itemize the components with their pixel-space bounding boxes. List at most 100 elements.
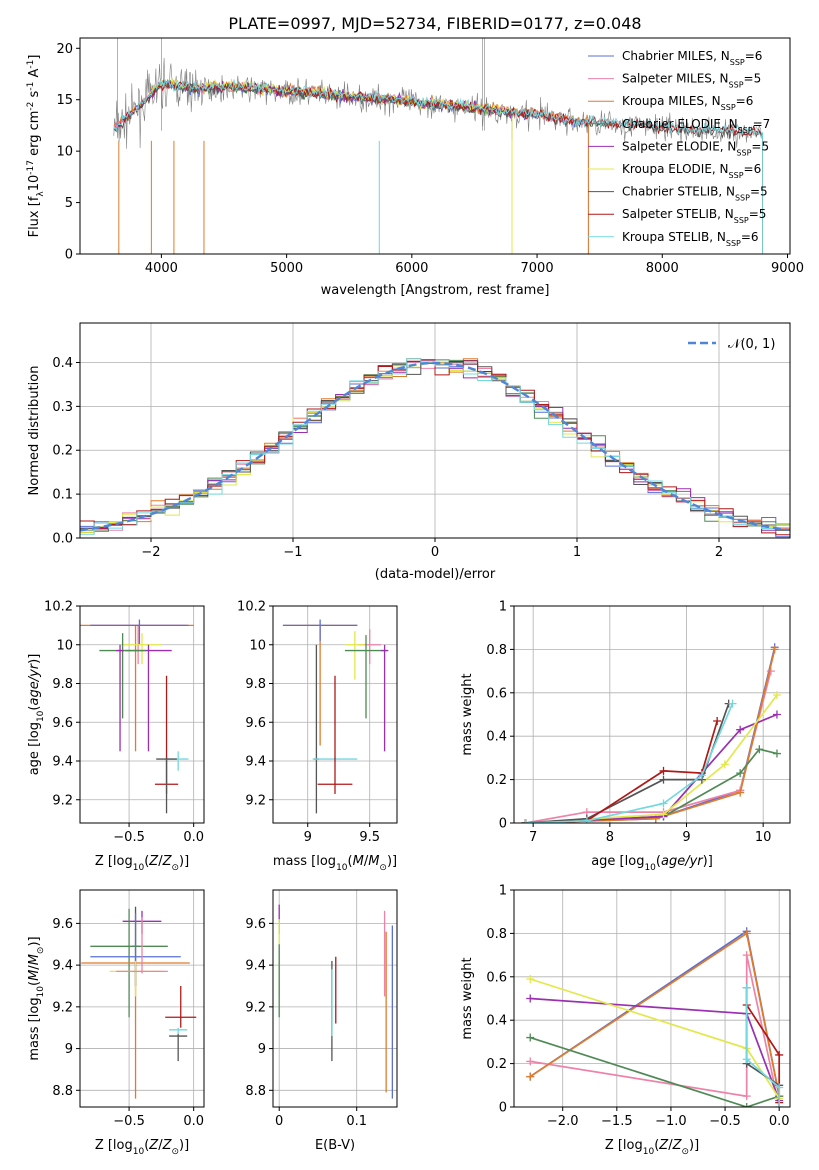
panel-spectrum: 4000 5000 6000 7000 8000 9000 0 5 10 15 20 Chabrier…	[26, 37, 804, 298]
label-part: age/yr	[27, 662, 42, 705]
label-part: (	[144, 1138, 149, 1153]
x-tick-label: 9	[304, 830, 312, 845]
legend-text: Kroupa ELODIE, N	[622, 162, 729, 176]
mass-weight-marker-salpeter_stelib	[713, 717, 722, 726]
mass-weight-marker-salpeter_miles	[526, 1057, 535, 1066]
label-part: Z [log	[605, 1138, 643, 1153]
x-tick-label: 8	[606, 830, 614, 845]
mass-weight-marker-kroupa_elodie	[526, 974, 535, 983]
plot-area-age_vs_Z	[80, 619, 194, 814]
label-part: ⊙	[681, 1147, 689, 1157]
x-tick-label: 0.0	[183, 1114, 204, 1129]
x-tick-label: −2.0	[547, 1114, 579, 1129]
y-tick-label: 8.8	[52, 1084, 73, 1099]
y-tick-label: 1	[499, 884, 507, 899]
label-part: Z [log	[95, 1138, 133, 1153]
legend-text: Kroupa STELIB, N	[622, 230, 726, 244]
y-tick-label: 9.4	[52, 755, 73, 770]
legend-sub: SSP	[738, 125, 753, 134]
label-part: -2	[26, 102, 36, 111]
mass-weight-marker-chabrier_elodie	[736, 769, 745, 778]
mass-weight-marker-kroupa_elodie	[772, 690, 781, 699]
label-part: A	[27, 69, 42, 82]
y-tick-label: 9	[65, 1042, 73, 1057]
label-part: Z [log	[95, 854, 133, 869]
y-tick-label: 0.4	[486, 730, 507, 745]
y-tick-label: 5	[65, 196, 73, 211]
label-part: 10	[644, 863, 656, 873]
y-tick-label: 10.2	[237, 600, 266, 615]
axes-frame	[513, 889, 791, 1108]
y-axis-label: Flux [fλ10-17 erg cm-2 s-1 A-1]	[26, 55, 46, 238]
label-part: (	[27, 706, 42, 711]
x-tick-label: 0.0	[183, 830, 204, 845]
legend-sub: SSP	[721, 103, 736, 112]
y-tick-label: 10	[249, 638, 266, 653]
y-tick-label: 0.4	[486, 1014, 507, 1029]
y-tick-label: 0.1	[52, 488, 73, 503]
panel-residuals: −2 −1 0 1 2 0.0 0.1 0.2 0.3 0.4 𝒩(0, 1) (data-model…	[27, 322, 791, 582]
label-part: )]	[689, 1138, 699, 1153]
label-part: s	[27, 90, 42, 101]
label-part: )]	[27, 936, 42, 946]
legend-sub: SSP	[726, 238, 741, 247]
y-tick-label: 9.6	[52, 917, 73, 932]
y-tick-label: 0.6	[486, 686, 507, 701]
normal-curve	[80, 361, 788, 532]
panel-massweight_vs_Z: −2.0 −1.5 −1.0 −0.5 0.0 0 0.2 0.4 0.6 0.8 1 Z [log1…	[460, 884, 791, 1157]
y-tick-label: 10.2	[44, 600, 73, 615]
x-tick-label: 9.5	[359, 830, 380, 845]
model-spectrum-chabrier_miles	[113, 81, 589, 254]
legend-text: =6	[741, 230, 759, 244]
y-tick-label: 9.6	[245, 716, 266, 731]
mass-weight-marker-kroupa_miles	[736, 788, 745, 797]
legend-entry: Kroupa MILES, NSSP=6	[622, 94, 753, 112]
label-part: M	[27, 954, 42, 965]
y-tick-label: 9.6	[52, 716, 73, 731]
legend-entry: Chabrier MILES, NSSP=6	[622, 49, 762, 67]
x-tick-label: 10	[755, 830, 772, 845]
mass-weight-line-kroupa_stelib	[745, 987, 781, 1107]
label-part: /	[158, 1138, 163, 1153]
mass-weight-marker-kroupa_stelib	[728, 699, 737, 708]
label-part: /	[27, 965, 42, 970]
label-part: Z	[148, 854, 159, 869]
legend-entry: Salpeter MILES, NSSP=5	[622, 72, 761, 90]
axes-frame	[513, 605, 791, 824]
legend-text: =5	[744, 72, 762, 86]
label-part: ]	[27, 55, 42, 60]
label-part: (	[654, 1138, 659, 1153]
y-tick-label: 0.2	[486, 773, 507, 788]
model-spectrum-kroupa_stelib	[113, 78, 763, 254]
plot-area-age_vs_mass	[282, 619, 389, 814]
plot-area-spectrum	[113, 38, 763, 254]
y-tick-label: 9.2	[245, 1000, 266, 1015]
legend-text: Chabrier MILES, N	[622, 49, 730, 63]
plot-area-massweight_vs_age	[521, 643, 781, 823]
label-part: (	[27, 981, 42, 986]
x-axis-label: E(B-V)	[315, 1138, 355, 1153]
y-tick-label: 8.8	[245, 1084, 266, 1099]
x-tick-label: 0.0	[769, 1114, 790, 1129]
mass-weight-line-kroupa_elodie	[529, 978, 780, 1099]
model-spectrum-kroupa_miles	[113, 79, 589, 254]
label-part: λ	[36, 191, 46, 197]
y-tick-label: 0.0	[52, 532, 73, 547]
mass-weight-marker-kroupa_stelib	[775, 1083, 784, 1092]
legend-text: Chabrier ELODIE, N	[622, 117, 738, 131]
mass-weight-marker-salpeter_elodie	[736, 725, 745, 734]
mass-weight-marker-kroupa_stelib	[521, 819, 530, 823]
mass-weight-marker-kroupa_elodie	[659, 810, 668, 819]
mass-weight-marker-salpeter_stelib	[775, 1050, 784, 1059]
legend-sub: SSP	[730, 58, 745, 67]
label-part: Flux [f	[27, 196, 42, 237]
x-axis-label: Z [log10(Z/Z⊙)]	[95, 854, 189, 873]
legend-sub: SSP	[736, 148, 751, 157]
label-part: (	[656, 854, 661, 869]
label-part: 10	[27, 175, 42, 192]
x-tick-label: −2	[141, 545, 160, 560]
label-part: 10	[36, 710, 46, 722]
label-part: -1	[26, 82, 36, 91]
label-part: -17	[26, 160, 36, 175]
